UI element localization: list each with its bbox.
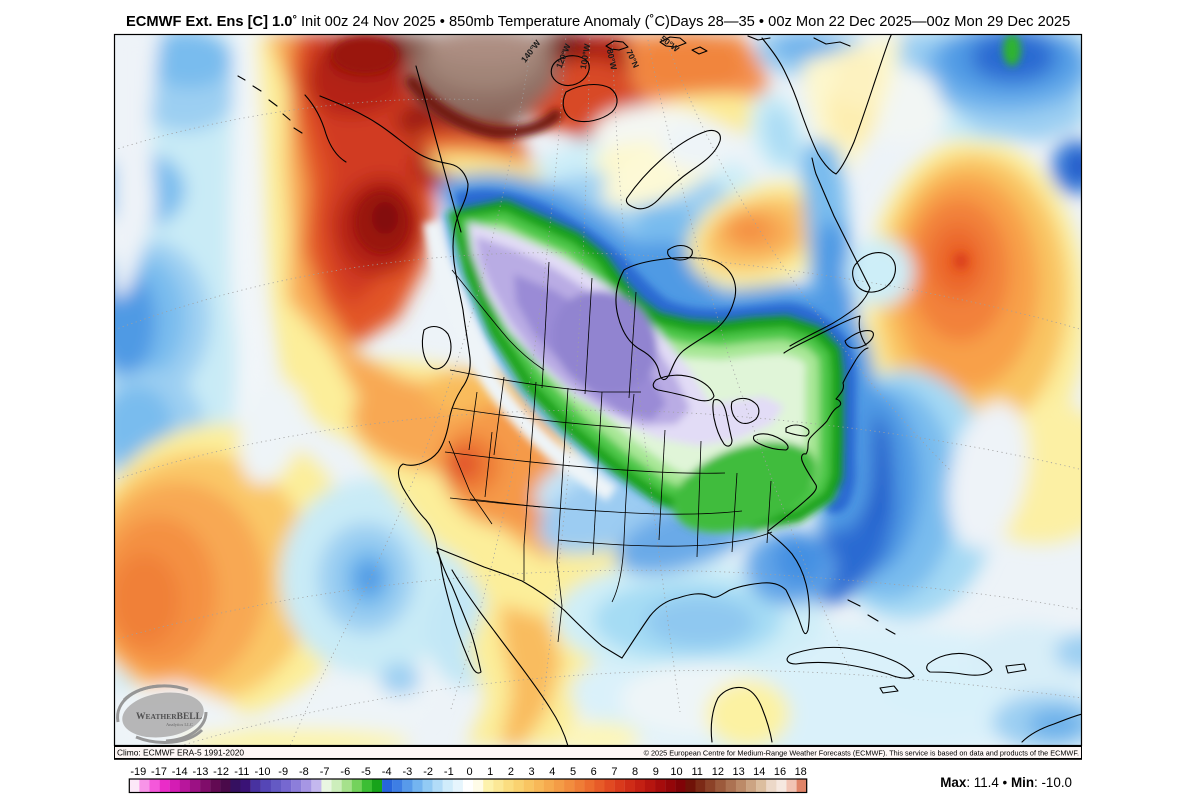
- svg-text:0: 0: [466, 766, 472, 778]
- svg-text:10: 10: [670, 766, 682, 778]
- svg-text:-8: -8: [299, 766, 309, 778]
- svg-text:-7: -7: [320, 766, 330, 778]
- svg-text:-5: -5: [361, 766, 371, 778]
- svg-text:-4: -4: [382, 766, 392, 778]
- svg-text:18: 18: [795, 766, 807, 778]
- svg-text:5: 5: [570, 766, 576, 778]
- svg-text:9: 9: [653, 766, 659, 778]
- svg-text:100°W: 100°W: [578, 42, 592, 70]
- svg-text:-6: -6: [340, 766, 350, 778]
- svg-text:80°W: 80°W: [605, 48, 619, 71]
- svg-text:© 2025 European Centre for Med: © 2025 European Centre for Medium-Range …: [644, 749, 1079, 758]
- svg-text:14: 14: [753, 766, 765, 778]
- svg-text:7: 7: [611, 766, 617, 778]
- svg-text:-3: -3: [403, 766, 413, 778]
- svg-text:-11: -11: [234, 766, 249, 778]
- svg-text:12: 12: [712, 766, 724, 778]
- svg-text:-9: -9: [278, 766, 288, 778]
- svg-text:1: 1: [487, 766, 493, 778]
- svg-text:ECMWF Ext. Ens [C] 1.0° Init: ECMWF Ext. Ens [C] 1.0° Init 00z 24 Nov …: [126, 14, 1070, 30]
- svg-text:2: 2: [508, 766, 514, 778]
- svg-text:3: 3: [529, 766, 535, 778]
- svg-text:Climo: ECMWF ERA-5 1991-2020: Climo: ECMWF ERA-5 1991-2020: [117, 748, 244, 758]
- svg-text:-12: -12: [213, 766, 229, 778]
- svg-text:6: 6: [591, 766, 597, 778]
- svg-text:-10: -10: [255, 766, 271, 778]
- svg-text:-17: -17: [151, 766, 167, 778]
- svg-text:WEATHERBELL: WEATHERBELL: [136, 712, 202, 722]
- svg-text:Max: 11.4 • Min: -10.0: Max: 11.4 • Min: -10.0: [940, 775, 1072, 790]
- svg-text:-19: -19: [130, 766, 146, 778]
- svg-text:-14: -14: [172, 766, 188, 778]
- svg-text:-2: -2: [423, 766, 433, 778]
- svg-text:4: 4: [549, 766, 555, 778]
- svg-text:13: 13: [732, 766, 744, 778]
- svg-text:Analytics LLC: Analytics LLC: [166, 722, 193, 727]
- svg-text:8: 8: [632, 766, 638, 778]
- svg-text:-1: -1: [444, 766, 454, 778]
- svg-text:-13: -13: [192, 766, 208, 778]
- svg-text:16: 16: [774, 766, 786, 778]
- svg-text:11: 11: [691, 766, 702, 778]
